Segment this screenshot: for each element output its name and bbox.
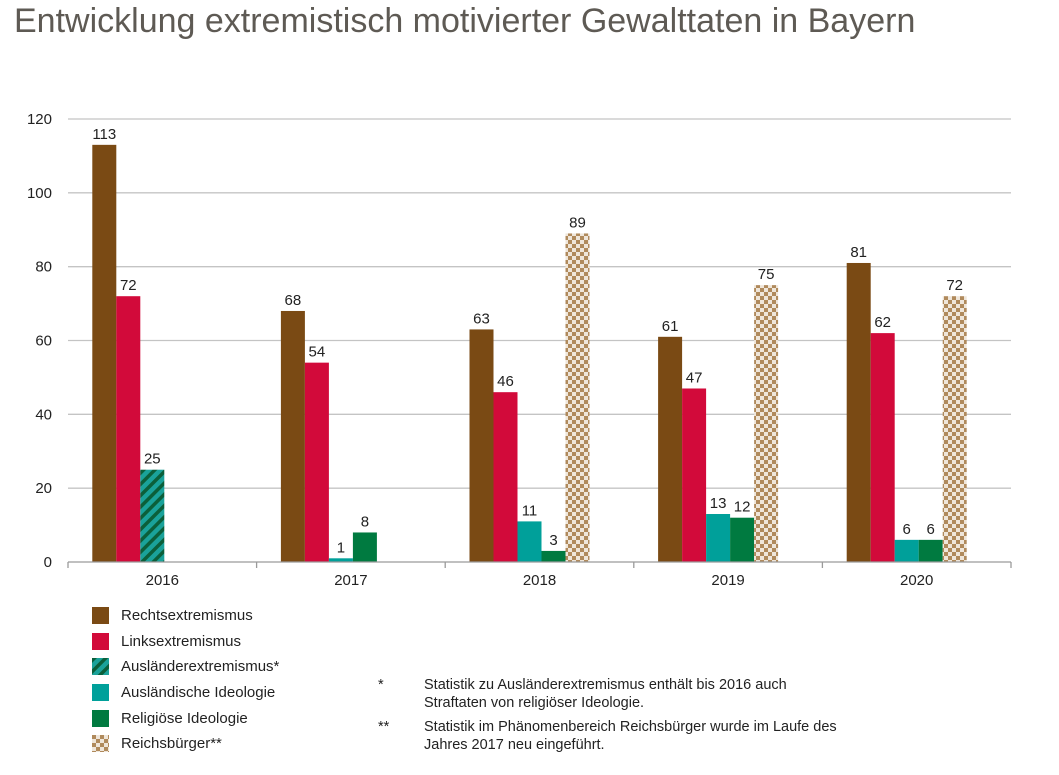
- bar-value-label: 81: [850, 244, 867, 261]
- legend-item: Linksextremismus: [92, 629, 279, 655]
- bar-value-label: 72: [120, 277, 137, 294]
- bar-value-label: 113: [92, 126, 116, 143]
- footnote-2-text: Statistik im Phänomenbereich Reichsbürge…: [424, 719, 837, 753]
- legend: Rechtsextremismus Linksextremismus Ausländ…: [92, 603, 279, 757]
- x-tick-label: 2017: [334, 572, 367, 589]
- bar: [918, 539, 943, 562]
- legend-swatch: [92, 735, 109, 753]
- x-tick-label: 2020: [900, 572, 933, 589]
- bar-value-label: 3: [549, 532, 557, 549]
- bar-value-label: 62: [874, 314, 891, 331]
- bar-value-label: 89: [569, 214, 586, 231]
- footnote-1-text: Statistik zu Ausländerextremismus enthäl…: [424, 677, 787, 711]
- bar: [541, 550, 566, 562]
- bar: [328, 558, 353, 562]
- bar: [469, 329, 494, 562]
- footnote-2-mark: **: [378, 719, 390, 735]
- legend-item: Rechtsextremismus: [92, 603, 279, 629]
- bar: [280, 310, 305, 562]
- x-tick-label: 2016: [146, 572, 179, 589]
- footnotes: * Statistik zu Ausländerextremismus enth…: [378, 676, 844, 760]
- bar-value-label: 8: [361, 513, 369, 530]
- footnote-1: * Statistik zu Ausländerextremismus enth…: [378, 676, 844, 712]
- bar: [517, 521, 542, 562]
- bar-value-label: 13: [710, 495, 727, 512]
- bar-value-label: 1: [337, 539, 345, 556]
- legend-item: Ausländische Ideologie: [92, 680, 279, 706]
- y-tick-label: 120: [27, 111, 52, 128]
- bar: [870, 333, 895, 562]
- bar: [92, 144, 117, 562]
- legend-item: Reichsbürger**: [92, 731, 279, 757]
- bar: [754, 285, 779, 562]
- legend-label: Rechtsextremismus: [121, 607, 253, 625]
- bar: [730, 517, 755, 562]
- bar: [658, 336, 683, 562]
- y-tick-label: 60: [35, 333, 52, 350]
- bar: [352, 532, 377, 562]
- legend-label: Reichsbürger**: [121, 735, 222, 753]
- legend-swatch: [92, 632, 109, 650]
- bar-value-label: 47: [686, 369, 703, 386]
- bar: [682, 388, 707, 562]
- legend-swatch: [92, 709, 109, 727]
- legend-swatch: [92, 658, 109, 676]
- y-tick-label: 40: [35, 406, 52, 423]
- legend-swatch: [92, 684, 109, 702]
- legend-label: Linksextremismus: [121, 632, 242, 650]
- legend-label: Ausländerextremismus*: [121, 658, 280, 676]
- bar-value-label: 46: [497, 373, 514, 390]
- bar-value-label: 54: [309, 344, 326, 361]
- bar-value-label: 68: [285, 292, 302, 309]
- legend-item: Ausländerextremismus*: [92, 654, 279, 680]
- bar-value-label: 61: [662, 318, 679, 335]
- bar: [116, 296, 141, 562]
- legend-item: Religiöse Ideologie: [92, 705, 279, 731]
- chart-title: Entwicklung extremistisch motivierter Ge…: [14, 2, 916, 40]
- bar: [942, 296, 967, 562]
- bar-value-label: 12: [734, 499, 751, 516]
- bar-value-label: 6: [927, 521, 935, 538]
- x-tick-label: 2018: [523, 572, 556, 589]
- bar-value-label: 25: [144, 451, 161, 468]
- bar: [565, 233, 590, 563]
- bar: [894, 539, 919, 562]
- y-tick-label: 0: [44, 554, 52, 571]
- bar: [706, 514, 731, 562]
- bar-value-label: 63: [473, 310, 490, 327]
- bar: [304, 362, 329, 562]
- legend-label: Religiöse Ideologie: [121, 709, 248, 727]
- bar: [846, 262, 871, 562]
- bar-value-label: 75: [758, 266, 775, 283]
- bar-value-label: 72: [946, 277, 963, 294]
- y-tick-label: 20: [35, 480, 52, 497]
- y-tick-label: 100: [27, 185, 52, 202]
- bar: [140, 469, 165, 562]
- x-tick-label: 2019: [711, 572, 744, 589]
- footnote-1-mark: *: [378, 677, 384, 693]
- footnote-2: ** Statistik im Phänomenbereich Reichsbü…: [378, 718, 844, 754]
- legend-label: Ausländische Ideologie: [121, 684, 276, 702]
- bar-value-label: 6: [903, 521, 911, 538]
- bar-value-label: 11: [522, 502, 538, 519]
- legend-swatch: [92, 607, 109, 625]
- bar: [493, 392, 518, 562]
- y-tick-label: 80: [35, 259, 52, 276]
